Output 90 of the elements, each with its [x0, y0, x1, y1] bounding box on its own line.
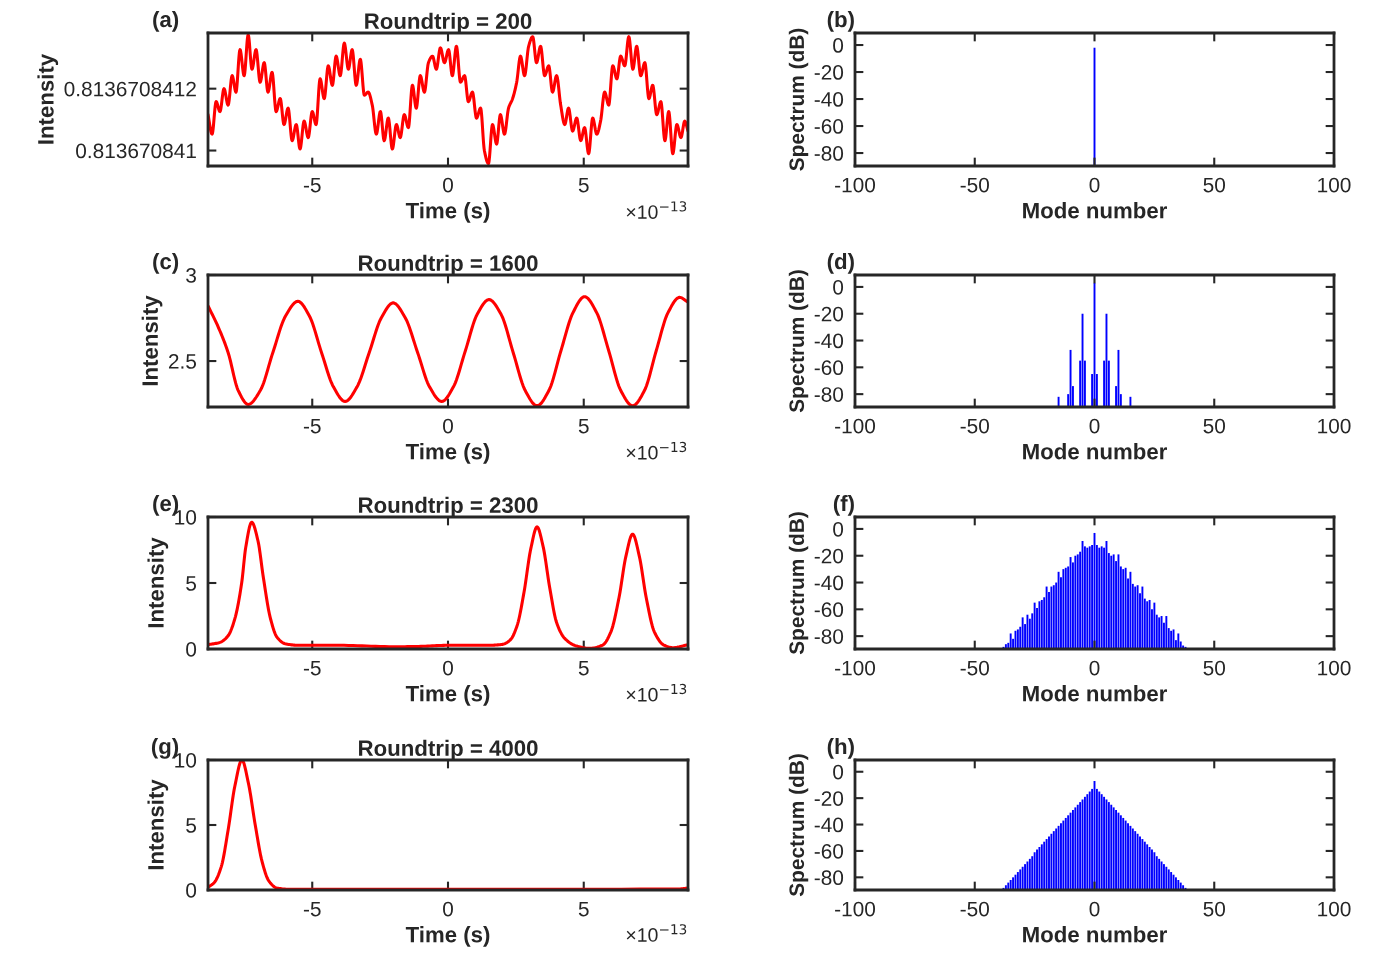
x-tick-label: 0 — [1089, 660, 1100, 676]
x-tick-label: -5 — [303, 177, 321, 193]
y-tick-label: -20 — [814, 306, 844, 322]
x-tick-label: 5 — [578, 660, 589, 676]
chart-title: Roundtrip = 200 — [365, 12, 532, 34]
y-tick-label: 0 — [833, 279, 844, 295]
text: (f) — [833, 494, 854, 516]
x-tick-label: 0 — [443, 901, 453, 917]
x-axis-title: Time (s) — [405, 443, 490, 464]
y-axis-title: Intensity — [147, 779, 169, 870]
text: (a) — [153, 10, 179, 32]
text: ×10$^{−13}$ — [626, 683, 687, 702]
y-tick-label: -40 — [814, 333, 844, 349]
y-tick-label: -60 — [814, 119, 844, 134]
text: (c) — [153, 252, 179, 274]
y-tick-label: -80 — [814, 146, 844, 161]
chart-title: Roundtrip = 2300 — [359, 496, 538, 518]
x-tick-label: 50 — [1203, 177, 1226, 193]
y-tick-label: -60 — [814, 843, 844, 859]
y-axis-title: Spectrum (dB) — [788, 512, 809, 655]
x-tick-label: 100 — [1318, 660, 1351, 676]
x-tick-label: 0 — [1089, 901, 1100, 917]
x-tick-label: 0 — [1089, 177, 1100, 193]
x-tick-label: -5 — [303, 418, 321, 434]
text: (b) — [827, 10, 854, 32]
x-tick-label: -5 — [303, 660, 321, 676]
text: ×10$^{−13}$ — [626, 441, 687, 460]
text: (h) — [827, 737, 854, 759]
chart-title: Roundtrip = 4000 — [359, 739, 538, 761]
x-tick-label: 50 — [1203, 901, 1226, 917]
y-tick-label: 0 — [833, 38, 844, 53]
y-tick-label: -20 — [814, 65, 844, 80]
x-tick-label: 100 — [1318, 177, 1351, 193]
y-tick-label: -40 — [814, 817, 844, 833]
y-tick-label: -40 — [814, 92, 844, 107]
x-tick-label: 50 — [1203, 418, 1226, 434]
x-axis-title: Mode number — [1023, 926, 1168, 943]
x-tick-label: -50 — [960, 901, 989, 917]
y-axis-title: Intensity — [37, 53, 59, 144]
y-tick-label: 0 — [833, 521, 844, 537]
x-tick-label: 50 — [1203, 660, 1226, 676]
text: (d) — [827, 252, 854, 274]
y-axis-title: Spectrum (dB) — [788, 754, 809, 897]
text: ×10$^{−13}$ — [626, 201, 687, 219]
y-tick-label: -20 — [814, 548, 844, 564]
x-axis-title: Time (s) — [405, 926, 490, 947]
y-tick-label: 0.8136708412 — [64, 81, 196, 97]
y-tick-label: 0 — [833, 764, 844, 780]
x-tick-label: -100 — [835, 660, 876, 676]
y-tick-label: 5 — [186, 576, 197, 591]
x-tick-label: 0 — [1089, 418, 1100, 434]
x-tick-label: -100 — [835, 418, 876, 434]
x-tick-label: 100 — [1318, 901, 1351, 917]
y-tick-label: 0 — [186, 642, 197, 657]
x-tick-label: -50 — [960, 660, 989, 676]
x-tick-label: 100 — [1318, 418, 1351, 434]
y-tick-label: 0 — [186, 883, 197, 898]
x-tick-label: 5 — [578, 418, 589, 434]
x-tick-label: 5 — [578, 901, 589, 917]
chart-title: Roundtrip = 1600 — [359, 254, 538, 276]
x-axis-title: Time (s) — [405, 202, 490, 223]
y-axis-title: Spectrum (dB) — [788, 270, 809, 413]
y-tick-label: -60 — [814, 602, 844, 618]
x-tick-label: -50 — [960, 418, 989, 434]
x-tick-label: 5 — [578, 177, 589, 193]
y-axis-title: Intensity — [141, 295, 163, 386]
x-axis-title: Mode number — [1023, 685, 1168, 702]
y-tick-label: -80 — [814, 629, 844, 644]
y-tick-label: 2.5 — [168, 354, 197, 369]
text: ×10$^{−13}$ — [626, 924, 687, 942]
y-tick-label: -20 — [814, 791, 844, 806]
y-tick-label: 0.813670841 — [76, 143, 196, 159]
y-axis-title: Spectrum (dB) — [788, 28, 809, 171]
y-tick-label: -60 — [814, 360, 844, 376]
y-tick-label: -80 — [814, 387, 844, 402]
y-tick-label: 3 — [186, 268, 196, 283]
x-tick-label: 0 — [443, 418, 453, 434]
x-tick-label: -50 — [960, 177, 989, 193]
x-tick-label: 0 — [443, 177, 453, 193]
x-axis-title: Time (s) — [405, 685, 490, 706]
y-tick-label: -40 — [814, 575, 844, 591]
y-tick-label: -80 — [814, 870, 844, 886]
x-tick-label: -100 — [835, 901, 876, 917]
x-axis-title: Mode number — [1023, 202, 1168, 219]
x-tick-label: -5 — [303, 901, 321, 917]
y-axis-title: Intensity — [147, 537, 169, 628]
y-tick-label: 5 — [186, 818, 197, 833]
x-tick-label: -100 — [835, 177, 876, 193]
x-axis-title: Mode number — [1023, 443, 1168, 460]
x-tick-label: 0 — [443, 660, 453, 676]
